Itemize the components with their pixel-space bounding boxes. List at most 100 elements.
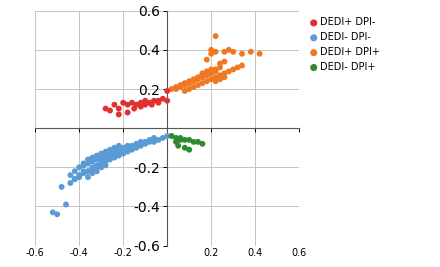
DEDI- DPI- — [84, 169, 92, 173]
DEDI- DPI- — [146, 140, 153, 144]
DEDI+ DPI+ — [212, 34, 219, 38]
DEDI- DPI- — [93, 154, 100, 158]
DEDI- DPI- — [142, 140, 149, 144]
Text: -0.2: -0.2 — [114, 248, 132, 258]
DEDI+ DPI+ — [186, 81, 193, 85]
DEDI- DPI- — [115, 154, 122, 158]
DEDI- DPI- — [58, 185, 65, 189]
DEDI- DPI- — [150, 140, 158, 144]
DEDI- DPI- — [124, 144, 131, 148]
DEDI- DPI- — [76, 173, 83, 177]
DEDI- DPI- — [137, 144, 144, 148]
DEDI+ DPI+ — [238, 52, 246, 56]
DEDI+ DPI- — [146, 101, 153, 105]
DEDI- DPI- — [111, 155, 118, 160]
DEDI+ DPI- — [137, 101, 144, 105]
DEDI+ DPI- — [159, 97, 166, 101]
DEDI- DPI- — [89, 165, 96, 170]
Text: -0.6: -0.6 — [26, 248, 44, 258]
DEDI+ DPI+ — [181, 89, 188, 93]
DEDI+ DPI+ — [216, 73, 224, 77]
DEDI- DPI- — [111, 154, 118, 158]
DEDI+ DPI+ — [212, 69, 219, 73]
DEDI+ DPI- — [142, 103, 149, 107]
DEDI+ DPI+ — [177, 85, 184, 89]
DEDI- DPI- — [84, 161, 92, 166]
DEDI+ DPI+ — [190, 85, 197, 89]
DEDI- DPI+ — [186, 148, 193, 152]
DEDI+ DPI+ — [216, 77, 224, 81]
DEDI- DPI- — [89, 171, 96, 175]
DEDI- DPI- — [84, 169, 92, 173]
DEDI+ DPI+ — [212, 75, 219, 79]
DEDI+ DPI+ — [181, 83, 188, 87]
DEDI+ DPI+ — [194, 75, 202, 79]
DEDI- DPI- — [150, 136, 158, 140]
DEDI- DPI+ — [181, 146, 188, 150]
DEDI- DPI+ — [177, 138, 184, 142]
DEDI+ DPI+ — [203, 69, 210, 73]
DEDI- DPI- — [106, 157, 114, 162]
DEDI- DPI- — [102, 154, 109, 158]
DEDI+ DPI+ — [221, 50, 228, 54]
DEDI- DPI- — [111, 150, 118, 154]
DEDI- DPI- — [133, 142, 140, 146]
DEDI- DPI- — [98, 159, 105, 164]
DEDI+ DPI+ — [168, 87, 175, 91]
DEDI- DPI- — [98, 155, 105, 160]
DEDI- DPI- — [84, 157, 92, 162]
DEDI- DPI+ — [177, 136, 184, 140]
DEDI- DPI- — [71, 177, 78, 181]
DEDI- DPI- — [89, 167, 96, 171]
DEDI+ DPI+ — [208, 77, 215, 81]
DEDI- DPI- — [62, 202, 70, 207]
DEDI+ DPI+ — [221, 71, 228, 76]
DEDI+ DPI+ — [203, 79, 210, 83]
DEDI- DPI- — [120, 150, 127, 154]
DEDI+ DPI+ — [172, 87, 180, 91]
DEDI+ DPI- — [124, 103, 131, 107]
DEDI- DPI- — [102, 157, 109, 162]
DEDI- DPI- — [76, 165, 83, 170]
DEDI+ DPI+ — [225, 48, 232, 52]
DEDI- DPI- — [133, 146, 140, 150]
DEDI- DPI+ — [175, 144, 182, 148]
DEDI- DPI- — [93, 163, 100, 167]
DEDI+ DPI- — [124, 110, 131, 115]
DEDI+ DPI- — [164, 89, 171, 93]
DEDI- DPI- — [120, 151, 127, 156]
DEDI+ DPI+ — [194, 77, 202, 81]
DEDI+ DPI- — [111, 103, 118, 107]
DEDI- DPI- — [128, 148, 136, 152]
Legend: DEDI+ DPI-, DEDI- DPI-, DEDI+ DPI+, DEDI- DPI+: DEDI+ DPI-, DEDI- DPI-, DEDI+ DPI+, DEDI… — [309, 15, 382, 74]
Text: 0.6: 0.6 — [292, 248, 307, 258]
DEDI+ DPI+ — [208, 48, 215, 52]
DEDI- DPI- — [102, 159, 109, 164]
DEDI+ DPI- — [133, 103, 140, 107]
DEDI+ DPI+ — [230, 50, 237, 54]
DEDI+ DPI+ — [247, 50, 254, 54]
DEDI- DPI- — [93, 157, 100, 162]
DEDI+ DPI+ — [212, 79, 219, 83]
DEDI- DPI- — [49, 210, 56, 214]
DEDI+ DPI- — [150, 99, 158, 103]
DEDI+ DPI+ — [208, 71, 215, 76]
DEDI+ DPI+ — [199, 73, 206, 77]
DEDI- DPI- — [89, 155, 96, 160]
DEDI+ DPI+ — [199, 71, 206, 76]
DEDI- DPI- — [124, 148, 131, 152]
DEDI+ DPI+ — [199, 81, 206, 85]
DEDI- DPI- — [133, 144, 140, 148]
DEDI- DPI- — [106, 151, 114, 156]
DEDI+ DPI- — [155, 99, 162, 103]
DEDI- DPI+ — [172, 136, 180, 140]
DEDI- DPI+ — [181, 138, 188, 142]
DEDI- DPI- — [98, 151, 105, 156]
DEDI- DPI- — [80, 169, 87, 173]
DEDI- DPI- — [106, 155, 114, 160]
DEDI+ DPI+ — [181, 81, 188, 85]
DEDI- DPI- — [106, 148, 114, 152]
DEDI+ DPI- — [164, 99, 171, 103]
Text: -0.4: -0.4 — [70, 248, 88, 258]
DEDI+ DPI- — [102, 107, 109, 111]
